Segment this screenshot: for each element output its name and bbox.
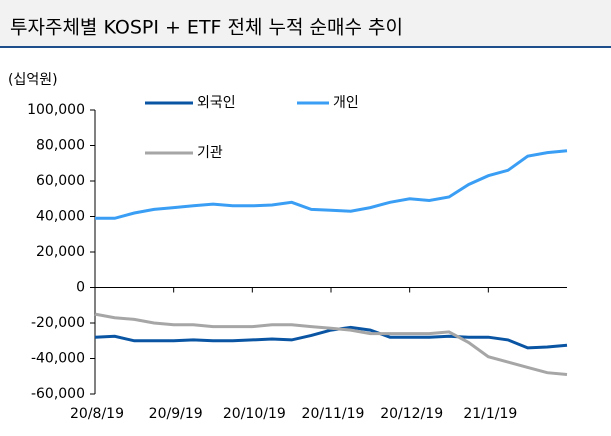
y-tick-label: -60,000 bbox=[31, 386, 85, 402]
chart-title: 투자주체별 KOSPI + ETF 전체 누적 순매수 추이 bbox=[10, 17, 403, 39]
x-tick-label: 21/1/19 bbox=[463, 406, 517, 422]
y-tick-label: 80,000 bbox=[36, 138, 85, 154]
y-tick-label: -20,000 bbox=[31, 315, 85, 331]
y-tick-label: 0 bbox=[76, 280, 85, 296]
legend-label: 기관 bbox=[197, 145, 223, 161]
legend-label: 외국인 bbox=[197, 95, 236, 111]
y-tick-label: 40,000 bbox=[36, 209, 85, 225]
series-line bbox=[95, 149, 568, 220]
y-unit: (십억원) bbox=[8, 72, 58, 88]
y-tick-label: 60,000 bbox=[36, 173, 85, 189]
series-line bbox=[94, 312, 568, 376]
series-line bbox=[94, 325, 568, 350]
y-tick-label: 20,000 bbox=[36, 244, 85, 260]
x-tick-label: 20/11/19 bbox=[302, 406, 365, 422]
title-bar bbox=[0, 0, 611, 47]
x-tick-label: 20/9/19 bbox=[149, 406, 203, 422]
x-tick-label: 20/12/19 bbox=[380, 406, 443, 422]
x-tick-label: 20/8/19 bbox=[70, 406, 124, 422]
y-tick-label: 100,000 bbox=[27, 102, 85, 118]
x-tick-label: 20/10/19 bbox=[223, 406, 286, 422]
legend-label: 개인 bbox=[333, 95, 359, 111]
y-tick-label: -40,000 bbox=[31, 351, 85, 367]
